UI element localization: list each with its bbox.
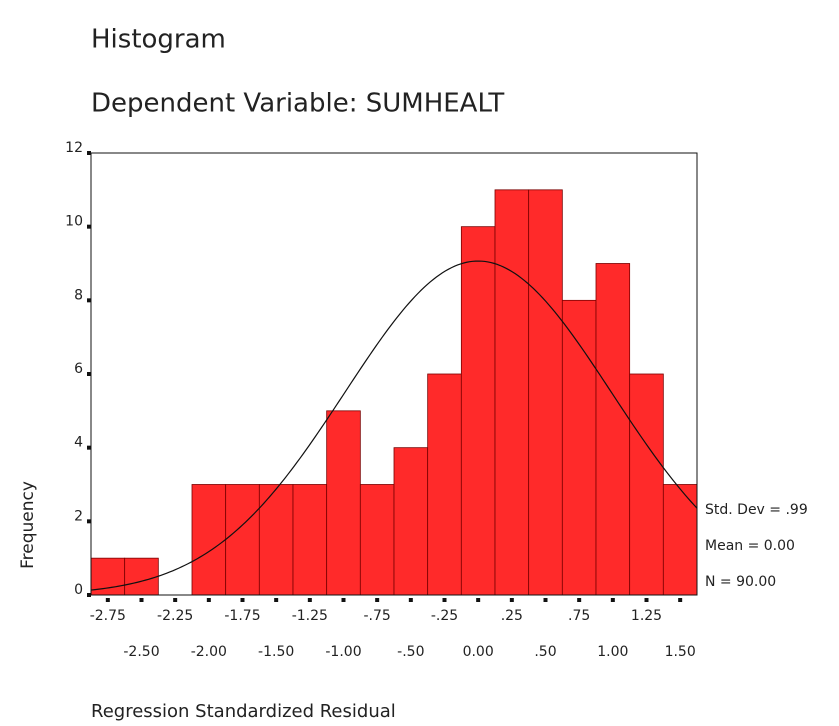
bar [494, 189, 530, 596]
x-tick-label: 1.25 [631, 608, 662, 624]
x-tick-label: -.75 [364, 608, 391, 624]
bar [662, 484, 698, 596]
x-tick-label: -1.75 [224, 608, 260, 624]
y-tick-mark [87, 445, 91, 450]
x-tick-mark [408, 598, 413, 602]
bar [292, 484, 328, 596]
y-tick-mark [87, 593, 91, 597]
bar [124, 557, 159, 596]
stat-label: Mean = 0.00 [705, 538, 795, 554]
y-tick-mark [87, 519, 91, 524]
x-tick-label: 1.50 [665, 644, 696, 660]
x-tick-mark [307, 598, 312, 602]
x-tick-mark [341, 598, 346, 602]
y-tick-label: 12 [65, 140, 83, 156]
x-tick-mark [577, 598, 582, 602]
x-tick-label: -2.25 [157, 608, 193, 624]
x-tick-mark [476, 598, 481, 602]
bar [528, 189, 563, 596]
x-tick-mark [375, 598, 380, 602]
x-tick-label: -2.50 [123, 644, 159, 660]
y-tick-label: 6 [74, 361, 83, 377]
y-tick-mark [87, 224, 91, 229]
x-tick-label: 0.00 [463, 644, 494, 660]
x-tick-mark [678, 598, 683, 602]
x-tick-mark [105, 598, 110, 602]
x-tick-label: -2.00 [191, 644, 227, 660]
x-tick-mark [442, 598, 447, 602]
y-tick-label: 2 [74, 508, 83, 524]
bar [359, 484, 395, 596]
x-tick-label: -1.50 [258, 644, 294, 660]
x-tick-mark [139, 598, 144, 602]
x-tick-mark [173, 598, 178, 602]
y-tick-mark [87, 298, 91, 303]
chart-subtitle: Dependent Variable: SUMHEALT [91, 89, 504, 119]
y-tick-label: 0 [74, 582, 83, 598]
bar [629, 373, 664, 596]
bar [460, 226, 496, 596]
y-tick-label: 8 [74, 287, 83, 303]
x-tick-label: -.50 [397, 644, 424, 660]
bar [225, 484, 260, 596]
x-tick-label: -1.00 [325, 644, 361, 660]
x-tick-label: .25 [501, 608, 523, 624]
bar [595, 263, 631, 596]
bar [258, 484, 294, 596]
bar [393, 447, 429, 596]
x-tick-mark [509, 598, 514, 602]
bar [561, 299, 597, 596]
x-tick-mark [610, 598, 615, 602]
x-tick-label: .50 [534, 644, 556, 660]
x-axis-label: Regression Standardized Residual [91, 701, 396, 722]
x-tick-mark [543, 598, 548, 602]
x-tick-mark [206, 598, 211, 602]
bar [427, 373, 462, 596]
x-tick-label: -.25 [431, 608, 458, 624]
bar [326, 410, 361, 596]
bar [191, 484, 227, 596]
y-tick-label: 10 [65, 214, 83, 230]
chart-title: Histogram [91, 25, 226, 55]
x-tick-label: -1.25 [292, 608, 328, 624]
normal-curve [90, 260, 698, 591]
y-axis-label: Frequency [18, 481, 38, 569]
x-tick-label: .75 [568, 608, 590, 624]
x-tick-mark [644, 598, 649, 602]
x-tick-mark [240, 598, 245, 602]
stat-label: Std. Dev = .99 [705, 502, 808, 518]
y-tick-mark [87, 151, 91, 155]
y-tick-label: 4 [74, 435, 83, 451]
stat-label: N = 90.00 [705, 574, 776, 590]
x-tick-label: -2.75 [90, 608, 126, 624]
x-tick-mark [274, 598, 279, 602]
x-tick-label: 1.00 [597, 644, 628, 660]
y-tick-mark [87, 372, 91, 376]
